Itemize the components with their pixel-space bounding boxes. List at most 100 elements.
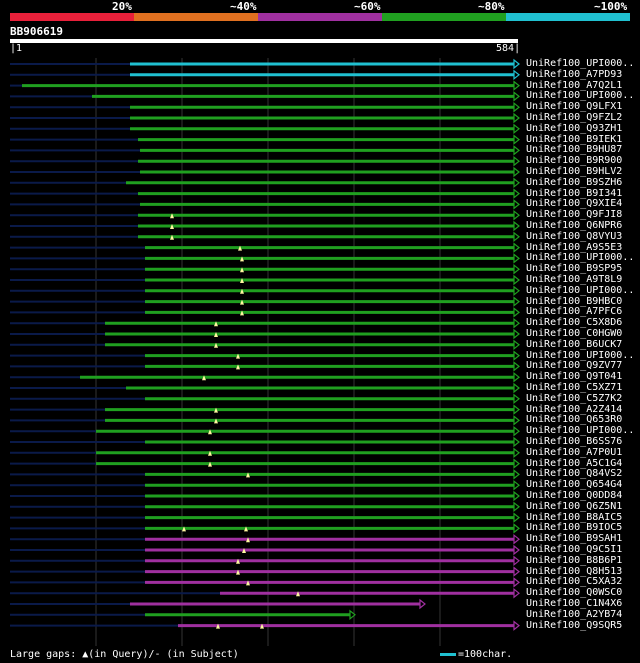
hit-label[interactable]: UniRef100_Q654G4 bbox=[526, 479, 623, 491]
hit-label[interactable]: UniRef100_B9I341 bbox=[526, 187, 623, 199]
hit-row[interactable] bbox=[10, 555, 520, 567]
hit-row[interactable] bbox=[10, 490, 520, 502]
hit-row[interactable] bbox=[10, 479, 520, 491]
hit-row[interactable] bbox=[10, 145, 520, 156]
hit-label[interactable]: UniRef100_B9IOC5 bbox=[526, 522, 623, 534]
hit-row[interactable] bbox=[10, 523, 520, 534]
hit-label[interactable]: UniRef100_Q9FJI8 bbox=[526, 209, 623, 221]
hit-row[interactable] bbox=[10, 253, 520, 264]
hit-label[interactable]: UniRef100_Q653R0 bbox=[526, 414, 623, 426]
hit-row[interactable] bbox=[10, 447, 520, 459]
hit-row[interactable] bbox=[10, 112, 520, 124]
hit-label[interactable]: UniRef100_UPI000.. bbox=[526, 284, 635, 296]
hit-label[interactable]: UniRef100_C5XA32 bbox=[526, 576, 623, 588]
hit-label[interactable]: UniRef100_UPI000.. bbox=[526, 349, 635, 361]
hit-row[interactable] bbox=[10, 469, 520, 480]
hit-label[interactable]: UniRef100_C5XZ71 bbox=[526, 382, 623, 393]
hit-label[interactable]: UniRef100_Q6Z5N1 bbox=[526, 500, 623, 512]
hit-row[interactable] bbox=[10, 512, 520, 523]
hit-label[interactable]: UniRef100_Q84VS2 bbox=[526, 468, 623, 480]
hit-row[interactable] bbox=[10, 371, 520, 383]
hit-row[interactable] bbox=[10, 609, 356, 621]
hit-row[interactable] bbox=[10, 587, 520, 599]
hit-label[interactable]: UniRef100_B9SAH1 bbox=[526, 533, 623, 545]
hit-row[interactable] bbox=[10, 209, 520, 221]
hit-row[interactable] bbox=[10, 263, 520, 275]
hit-label[interactable]: UniRef100_Q8VYU3 bbox=[526, 230, 623, 242]
hit-label[interactable]: UniRef100_UPI000.. bbox=[526, 58, 635, 69]
hit-label[interactable]: UniRef100_C5X8D6 bbox=[526, 317, 623, 329]
hit-label[interactable]: UniRef100_B9SP95 bbox=[526, 263, 623, 275]
hit-row[interactable] bbox=[10, 533, 520, 545]
hit-label[interactable]: UniRef100_B9R900 bbox=[526, 155, 623, 167]
hit-row[interactable] bbox=[10, 274, 520, 286]
hit-row[interactable] bbox=[10, 425, 520, 437]
hit-label[interactable]: UniRef100_B9HBC0 bbox=[526, 295, 623, 307]
hit-label[interactable]: UniRef100_A7PFC6 bbox=[526, 306, 623, 318]
hit-label[interactable]: UniRef100_B6UCK7 bbox=[526, 338, 623, 350]
hit-row[interactable] bbox=[10, 231, 520, 243]
hit-label[interactable]: UniRef100_Q8H513 bbox=[526, 565, 623, 577]
hit-row[interactable] bbox=[10, 69, 520, 81]
hit-row[interactable] bbox=[10, 382, 520, 394]
hit-row[interactable] bbox=[10, 328, 520, 340]
hit-row[interactable] bbox=[10, 101, 520, 113]
hit-label[interactable]: UniRef100_B9IEK1 bbox=[526, 133, 623, 145]
hit-label[interactable]: UniRef100_A2Z414 bbox=[526, 403, 623, 415]
hit-row[interactable] bbox=[10, 598, 426, 610]
hit-row[interactable] bbox=[10, 58, 520, 70]
hit-label[interactable]: UniRef100_Q9ZV77 bbox=[526, 360, 623, 372]
hit-label[interactable]: UniRef100_UPI000.. bbox=[526, 425, 635, 437]
hit-label[interactable]: UniRef100_B8AIC5 bbox=[526, 511, 623, 523]
hit-label[interactable]: UniRef100_A7PD93 bbox=[526, 68, 623, 80]
hit-row[interactable] bbox=[10, 577, 520, 588]
hit-label[interactable]: UniRef100_B6SS76 bbox=[526, 436, 623, 447]
hit-label[interactable]: UniRef100_Q9T041 bbox=[526, 371, 623, 383]
hit-label[interactable]: UniRef100_A7P0U1 bbox=[526, 446, 623, 458]
hit-label[interactable]: UniRef100_Q9LFX1 bbox=[526, 101, 623, 113]
hit-label[interactable]: UniRef100_Q9FZL2 bbox=[526, 112, 623, 123]
hit-row[interactable] bbox=[10, 307, 520, 318]
hit-row[interactable] bbox=[10, 566, 520, 577]
hit-row[interactable] bbox=[10, 91, 520, 102]
hit-row[interactable] bbox=[10, 501, 520, 513]
hit-row[interactable] bbox=[10, 155, 520, 167]
hit-row[interactable] bbox=[10, 458, 520, 469]
hit-label[interactable]: UniRef100_A2YB74 bbox=[526, 608, 623, 620]
hit-row[interactable] bbox=[10, 350, 520, 361]
hit-label[interactable]: UniRef100_UPI000.. bbox=[526, 252, 635, 264]
hit-label[interactable]: UniRef100_B9HU87 bbox=[526, 144, 623, 156]
hit-label[interactable]: UniRef100_A7Q2L1 bbox=[526, 79, 623, 91]
hit-row[interactable] bbox=[10, 436, 520, 448]
hit-label[interactable]: UniRef100_B8B6P1 bbox=[526, 554, 623, 566]
hit-row[interactable] bbox=[10, 220, 520, 232]
hit-row[interactable] bbox=[10, 188, 520, 199]
hit-row[interactable] bbox=[10, 177, 520, 189]
hit-row[interactable] bbox=[10, 199, 520, 210]
hit-row[interactable] bbox=[10, 296, 520, 307]
hit-label[interactable]: UniRef100_Q9XIE4 bbox=[526, 198, 623, 210]
hit-label[interactable]: UniRef100_Q9C5I1 bbox=[526, 544, 623, 555]
hit-label[interactable]: UniRef100_C0HGW0 bbox=[526, 328, 623, 339]
hit-row[interactable] bbox=[10, 620, 520, 631]
hit-row[interactable] bbox=[10, 404, 520, 415]
hit-row[interactable] bbox=[10, 242, 520, 253]
hit-label[interactable]: UniRef100_A9T8L9 bbox=[526, 274, 623, 285]
hit-label[interactable]: UniRef100_UPI000.. bbox=[526, 90, 635, 102]
hit-label[interactable]: UniRef100_A9S5E3 bbox=[526, 241, 623, 253]
hit-label[interactable]: UniRef100_Q93ZH1 bbox=[526, 122, 623, 134]
hit-label[interactable]: UniRef100_A5C1G4 bbox=[526, 457, 623, 469]
hit-label[interactable]: UniRef100_C1N4X6 bbox=[526, 598, 623, 609]
hit-label[interactable]: UniRef100_Q6NPR6 bbox=[526, 220, 623, 231]
hit-row[interactable] bbox=[10, 415, 520, 426]
hit-row[interactable] bbox=[10, 544, 520, 556]
hit-label[interactable]: UniRef100_Q0WSC0 bbox=[526, 587, 623, 599]
hit-label[interactable]: UniRef100_B9HLV2 bbox=[526, 166, 623, 177]
hit-row[interactable] bbox=[10, 285, 520, 297]
hit-row[interactable] bbox=[10, 361, 520, 372]
hit-label[interactable]: UniRef100_C5Z7K2 bbox=[526, 392, 623, 404]
hit-row[interactable] bbox=[10, 393, 520, 405]
hit-row[interactable] bbox=[10, 123, 520, 135]
hit-label[interactable]: UniRef100_Q9SQR5 bbox=[526, 619, 623, 631]
hit-row[interactable] bbox=[10, 134, 520, 145]
